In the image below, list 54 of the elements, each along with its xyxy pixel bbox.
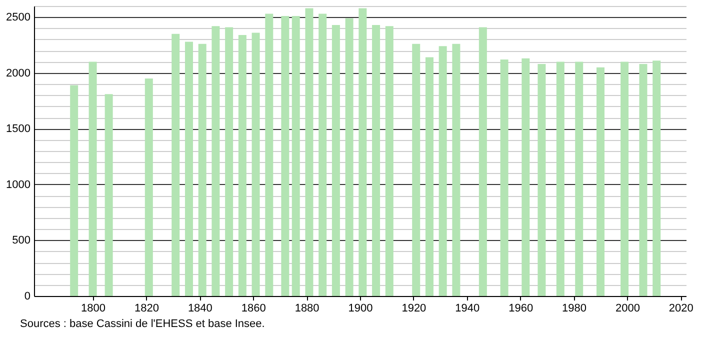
bar [425, 57, 434, 296]
x-tick-label: 1940 [455, 302, 480, 314]
bar [596, 67, 604, 296]
bar [478, 27, 487, 296]
bar [639, 64, 648, 296]
bar [305, 8, 314, 296]
x-tick-label: 1920 [402, 302, 426, 314]
bar [238, 35, 246, 296]
bar [575, 62, 584, 296]
y-tick-label: 2000 [6, 67, 30, 80]
bar [281, 16, 290, 296]
bar [172, 34, 180, 296]
bar [88, 62, 97, 296]
y-tick-label: 0 [24, 290, 30, 302]
bar [184, 42, 193, 296]
y-tick-label: 1500 [6, 123, 30, 136]
x-tick-label: 1840 [188, 302, 212, 314]
bar [452, 44, 460, 296]
y-tick-label: 500 [12, 234, 30, 247]
x-tick-label: 1960 [508, 302, 534, 314]
bar [345, 18, 354, 296]
bar [104, 94, 113, 296]
x-tick-label: 1880 [294, 302, 320, 314]
bar [652, 60, 661, 296]
y-tick-label: 1000 [6, 178, 30, 191]
x-tick-label: 1900 [348, 302, 373, 314]
bar [358, 8, 367, 296]
bar [438, 46, 447, 296]
bar [522, 58, 530, 296]
x-tick-label: 1980 [562, 302, 587, 314]
bar [144, 78, 153, 296]
bar [500, 60, 508, 296]
bar [70, 85, 78, 296]
bar [292, 16, 300, 296]
x-tick-label: 1860 [241, 302, 266, 314]
bar [198, 44, 206, 296]
x-tick-label: 2020 [668, 302, 694, 314]
bar [332, 24, 340, 296]
bar [556, 62, 564, 296]
x-tick-label: 1800 [81, 302, 106, 314]
x-tick-label: 1820 [134, 302, 159, 314]
source-note: Sources : base Cassini de l'EHESS et base Insee. [20, 318, 265, 330]
bar [385, 26, 394, 296]
bar [212, 26, 220, 296]
bar [538, 64, 546, 296]
bar [252, 32, 260, 296]
y-tick-label: 2500 [6, 12, 30, 24]
bar [318, 14, 327, 296]
bar [225, 27, 234, 296]
bar [412, 44, 420, 296]
x-tick-label: 2000 [615, 302, 640, 314]
bar [372, 24, 380, 296]
bar [265, 14, 274, 296]
bar [620, 62, 629, 296]
